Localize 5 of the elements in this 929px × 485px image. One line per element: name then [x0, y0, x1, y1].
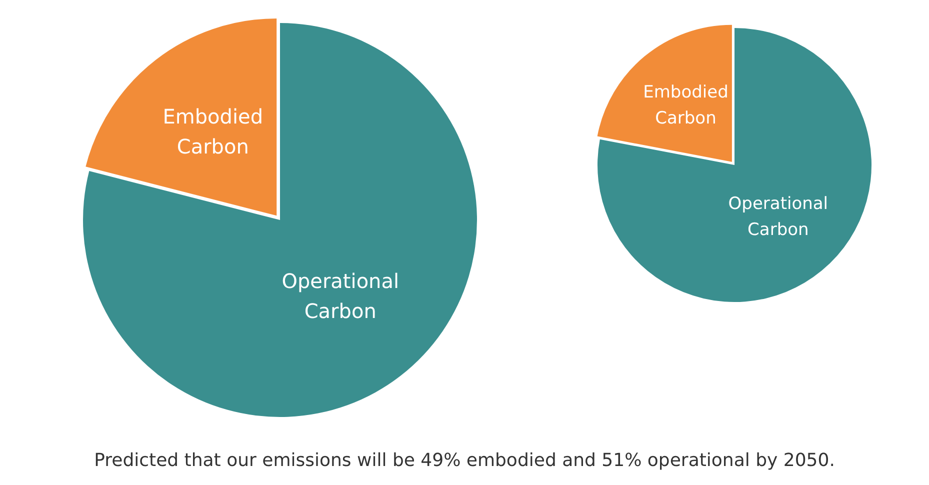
slice-label: Embodied Carbon: [643, 82, 728, 128]
slice-label: Embodied Carbon: [162, 104, 264, 159]
text: Predicted that our emissions will be 49% embodied and 51% operational by 2050.: [93, 450, 836, 471]
slice-label: Operational Carbon: [282, 269, 400, 324]
slice-label: Operational Carbon: [728, 194, 828, 240]
